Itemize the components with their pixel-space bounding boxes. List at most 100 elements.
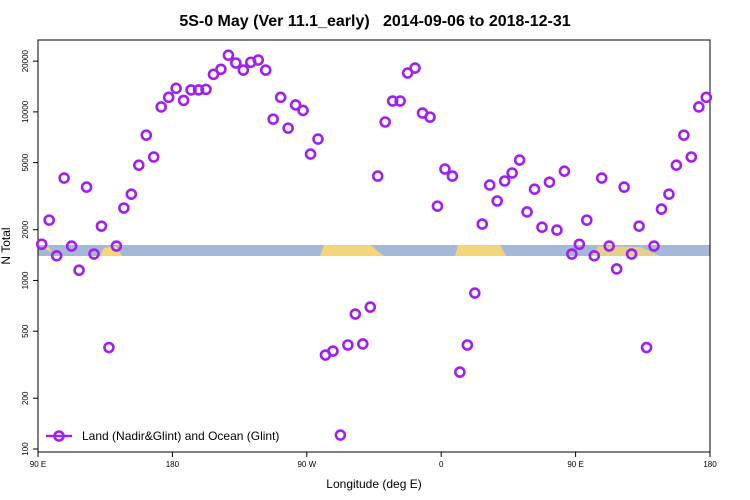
data-point (566, 248, 578, 260)
data-point (700, 91, 713, 104)
data-point (207, 68, 220, 81)
x-tick-label: 0 (439, 460, 444, 469)
data-point (580, 214, 593, 226)
data-point (230, 57, 242, 69)
data-point (640, 341, 653, 354)
data-point (648, 240, 660, 252)
chart-title: 5S-0 May (Ver 11.1_early) 2014-09-06 to … (179, 13, 570, 30)
legend-label: Land (Nadir&Glint) and Ocean (Glint) (82, 429, 279, 443)
data-point (185, 84, 197, 96)
data-point (588, 250, 601, 262)
data-point (110, 240, 123, 252)
data-point (80, 181, 93, 193)
data-point (356, 338, 369, 350)
data-point (274, 91, 287, 104)
x-tick-label: 90 E (30, 460, 46, 469)
data-point (50, 250, 63, 262)
y-tick-label: 5000 (21, 153, 30, 171)
y-axis-label: N Total (0, 227, 13, 264)
data-point (88, 248, 100, 260)
x-tick-label: 90 W (297, 460, 316, 469)
data-point (162, 91, 175, 104)
data-point (267, 113, 280, 125)
data-point (35, 238, 48, 251)
data-point (304, 148, 317, 160)
data-point (118, 202, 130, 214)
data-point (371, 170, 384, 182)
y-tick-label: 10000 (21, 100, 30, 123)
data-point (491, 195, 504, 207)
data-point (424, 111, 436, 123)
data-point (551, 224, 563, 236)
data-point (252, 54, 265, 66)
data-point (558, 165, 571, 177)
data-point (215, 63, 227, 76)
data-point (222, 49, 235, 61)
data-point (334, 429, 347, 441)
x-tick-label: 180 (166, 460, 180, 469)
y-tick-label: 2000 (21, 220, 30, 238)
data-point (170, 82, 182, 95)
data-point (394, 95, 406, 107)
data-point (364, 301, 377, 313)
data-point (297, 104, 309, 117)
data-point (43, 214, 56, 226)
data-point (439, 163, 451, 175)
land-patch (100, 246, 122, 256)
data-point (476, 218, 489, 230)
data-point (349, 308, 362, 320)
data-point (386, 95, 399, 107)
data-point (58, 172, 70, 184)
data-point (409, 62, 421, 74)
data-point (200, 83, 212, 96)
data-point (618, 181, 630, 193)
data-point (125, 188, 138, 200)
y-tick-label: 20000 (21, 49, 30, 72)
data-point (692, 101, 705, 113)
x-axis-label: Longitude (deg E) (326, 477, 421, 491)
data-point (312, 133, 324, 145)
data-point (483, 179, 496, 191)
data-point (237, 64, 250, 76)
data-point (379, 116, 392, 128)
data-point (655, 203, 668, 215)
data-point (633, 220, 645, 232)
data-point (65, 240, 78, 252)
data-point (678, 129, 690, 141)
data-point (73, 264, 85, 277)
data-point (259, 64, 272, 76)
data-point (454, 366, 466, 378)
data-point (528, 183, 541, 195)
data-point (133, 159, 145, 171)
data-point (521, 206, 533, 218)
land-patch (455, 245, 506, 256)
data-point (461, 339, 474, 351)
data-point (685, 151, 698, 163)
data-point (282, 122, 294, 134)
x-tick-label: 180 (703, 460, 717, 469)
data-point (610, 263, 623, 275)
data-point (140, 129, 153, 141)
data-point (468, 287, 481, 299)
data-point (289, 99, 302, 111)
data-point (663, 188, 675, 200)
data-point (327, 345, 339, 357)
data-point (155, 101, 167, 113)
land-patch (592, 246, 660, 256)
data-point (670, 159, 683, 171)
land-patch (320, 245, 384, 256)
data-point (595, 172, 608, 184)
x-tick-label: 90 E (567, 460, 583, 469)
data-point (498, 175, 511, 187)
data-point (625, 248, 638, 260)
data-point (192, 84, 205, 96)
data-point (401, 67, 414, 79)
data-point (103, 341, 115, 354)
data-point (513, 154, 526, 166)
data-point (543, 176, 556, 188)
data-point (177, 94, 190, 107)
data-point (536, 221, 548, 233)
data-point (446, 170, 459, 182)
y-tick-label: 1000 (21, 271, 30, 289)
legend-marker (53, 430, 65, 442)
